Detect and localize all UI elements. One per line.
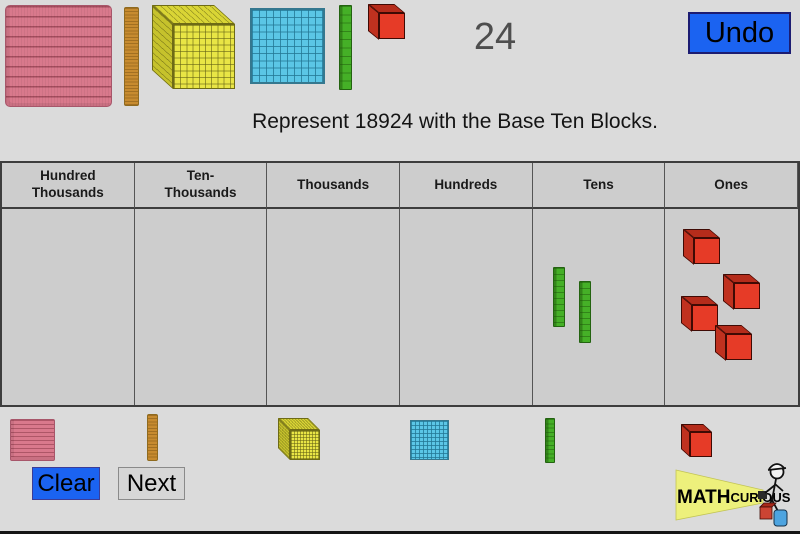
column-header-label: Tens bbox=[583, 176, 614, 192]
column-header-label: Ones bbox=[714, 176, 749, 192]
cell-hundred-thousands[interactable] bbox=[2, 209, 135, 405]
task-prompt: Represent 18924 with the Base Ten Blocks… bbox=[252, 110, 658, 133]
cube-front-face bbox=[692, 305, 718, 331]
placed-one-cube[interactable] bbox=[723, 274, 761, 310]
logo-beam bbox=[675, 469, 764, 521]
palette-hundred-thousands-block[interactable] bbox=[10, 419, 55, 461]
mathcurious-logo: MATHCURIOUS bbox=[675, 463, 791, 527]
clear-button[interactable]: Clear bbox=[32, 467, 100, 500]
cube-front-face bbox=[173, 24, 235, 89]
cube-front-face bbox=[379, 13, 405, 39]
undo-button[interactable]: Undo bbox=[688, 12, 791, 54]
ones-cube-image[interactable] bbox=[368, 4, 406, 40]
column-header-ten-thousands: Ten-Thousands bbox=[134, 163, 268, 209]
column-header-thousands: Thousands bbox=[267, 163, 400, 209]
cube-front-face bbox=[694, 238, 720, 264]
cube-front-face bbox=[726, 334, 752, 360]
placed-one-cube[interactable] bbox=[683, 229, 721, 265]
logo-blue-cube bbox=[773, 509, 788, 527]
blocks-counter: 24 bbox=[473, 16, 517, 58]
logo-red-cube bbox=[759, 502, 777, 520]
ten-thousands-rod-image[interactable] bbox=[124, 7, 139, 106]
palette-ones-cube[interactable] bbox=[681, 424, 713, 458]
placed-ten-rod[interactable] bbox=[553, 267, 565, 327]
hundreds-flat-image[interactable] bbox=[250, 8, 325, 84]
palette-hundreds-flat[interactable] bbox=[410, 420, 449, 460]
column-header-label: Ten-Thousands bbox=[164, 168, 237, 200]
placed-ten-rod[interactable] bbox=[579, 281, 591, 343]
cell-hundreds[interactable] bbox=[400, 209, 533, 405]
camera-icon bbox=[758, 491, 767, 499]
palette-thousands-cube[interactable] bbox=[278, 418, 321, 461]
column-header-tens: Tens bbox=[532, 163, 666, 209]
column-header-label: Hundred Thousands bbox=[31, 168, 104, 200]
column-header-label: Thousands bbox=[297, 176, 370, 192]
cell-ten-thousands[interactable] bbox=[135, 209, 268, 405]
bottom-border bbox=[0, 531, 800, 534]
cube-front-face bbox=[734, 283, 760, 309]
hundred-thousands-block-image[interactable] bbox=[5, 5, 112, 107]
cube-front-face bbox=[690, 432, 712, 457]
tens-rod-image[interactable] bbox=[339, 5, 352, 90]
palette-tens-rod[interactable] bbox=[545, 418, 555, 463]
palette-ten-thousands-rod[interactable] bbox=[147, 414, 158, 461]
column-header-hundred-thousands: Hundred Thousands bbox=[2, 163, 135, 209]
thousands-cube-image[interactable] bbox=[151, 4, 236, 90]
next-button[interactable]: Next bbox=[118, 467, 185, 500]
column-header-label: Hundreds bbox=[434, 176, 498, 192]
placed-one-cube[interactable] bbox=[681, 296, 719, 332]
column-header-hundreds: Hundreds bbox=[400, 163, 533, 209]
cell-tens[interactable] bbox=[533, 209, 666, 405]
cube-front-face bbox=[290, 430, 320, 460]
place-value-table: Hundred Thousands Ten-Thousands Thousand… bbox=[0, 161, 800, 407]
cell-thousands[interactable] bbox=[267, 209, 400, 405]
placed-one-cube[interactable] bbox=[715, 325, 753, 361]
column-header-ones: Ones bbox=[665, 163, 798, 209]
